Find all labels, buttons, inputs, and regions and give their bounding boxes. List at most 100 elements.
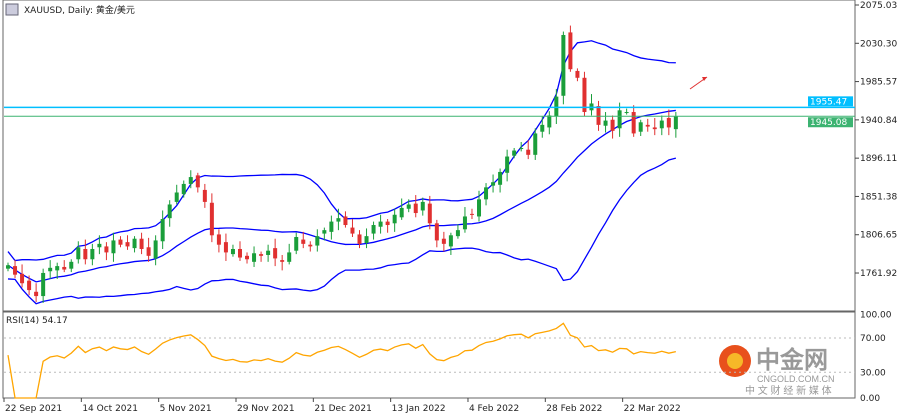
candle-body [448,235,453,247]
candle-body [469,213,474,215]
candle-body [582,77,587,113]
price-label-box [808,117,853,128]
y-tick-label: 2075.03 [860,1,897,11]
candle-body [498,171,503,185]
candle-body [315,236,320,246]
x-tick-label: 13 Jan 2022 [392,404,446,414]
candle-body [259,254,264,256]
candle-body [41,272,46,297]
candle-body [20,273,25,284]
candle-body [652,127,657,130]
candle-body [645,124,650,127]
x-tick-label: 29 Nov 2021 [237,404,295,414]
candle-body [350,227,355,234]
x-tick-label: 22 Mar 2022 [624,404,681,414]
candle-body [378,221,383,227]
y-tick-label: 1940.84 [860,116,897,126]
candle-body [111,240,116,254]
candle-body [69,261,74,269]
candle-body [427,203,432,224]
cngold-logo-inner [727,353,743,369]
candle-body [308,244,313,247]
candle-body [512,150,517,156]
candle-body [462,216,467,230]
candle-body [280,260,285,262]
candle-body [596,106,601,125]
bollinger-middle-band [7,109,676,283]
y-tick-label: 1985.57 [860,78,897,88]
candle-body [399,207,404,218]
rsi-line [7,322,676,399]
candle-body [195,175,200,188]
x-tick-label: 5 Nov 2021 [160,404,212,414]
candle-body [287,252,292,262]
candle-body [554,96,559,117]
candle-body [202,189,207,202]
candle-body [245,255,250,260]
rsi-tick-label: 100.00 [860,310,892,320]
candle-body [301,239,306,244]
chart-window-icon [5,3,19,16]
candle-body [223,242,228,253]
candle-body [132,238,137,249]
x-tick-label: 4 Feb 2022 [469,404,519,414]
candle-body [673,116,678,130]
y-tick-label: 1896.11 [860,154,897,164]
candle-body [266,250,271,255]
candle-body [167,204,172,219]
price-label-box [808,96,853,107]
candle-body [27,280,32,291]
candle-body [104,246,109,253]
candle-body [62,266,67,270]
candle-body [406,204,411,209]
candle-body [34,291,39,297]
candle-body [434,223,439,241]
x-tick-label: 28 Feb 2022 [546,404,602,414]
candle-body [343,216,348,226]
candle-body [97,243,102,248]
candle-body [364,236,369,243]
x-tick-label: 14 Oct 2021 [82,404,138,414]
y-tick-label: 2030.30 [860,39,897,49]
candle-body [76,247,81,260]
candle-body [533,133,538,155]
candle-body [617,110,622,129]
x-tick-label: 21 Dec 2021 [314,404,372,414]
price-label: 1955.47 [810,97,847,107]
y-tick-label: 1851.38 [860,192,897,202]
x-tick-label: 22 Sep 2021 [5,404,62,414]
candle-body [294,237,299,251]
candle-body [441,238,446,244]
cngold-watermark: 中金网 CNGOLD.COM.CN 中 文 财 经 新 媒 体 [719,345,835,397]
rsi-tick-label: 0.00 [860,394,880,404]
candle-body [230,248,235,255]
candle-body [146,247,151,256]
candle-body [624,112,629,114]
candle-body [160,219,165,242]
candle-body [420,201,425,211]
candle-body [519,147,524,149]
rsi-tick-label: 30.00 [860,368,886,378]
candle-body [392,214,397,224]
candle-body [90,248,95,260]
candle-body [329,221,334,232]
candle-body [371,225,376,234]
candle-body [666,118,671,128]
chart-title: XAUUSD, Daily: 黄金/美元 [24,4,135,16]
candle-body [385,221,390,226]
candle-body [252,253,257,262]
candle-body [638,122,643,132]
watermark-slogan: 中 文 财 经 新 媒 体 [745,384,832,397]
candle-body [188,177,193,184]
y-tick-label: 1761.92 [860,269,897,279]
main-plot-frame [2,0,856,312]
candle-body [455,230,460,237]
candle-body [631,112,636,134]
trend-arrow-head [702,77,707,81]
candle-body [561,34,566,96]
bollinger-lower-band [7,157,677,305]
candle-body [273,248,278,259]
candle-body [237,248,242,258]
rsi-plot-frame [2,311,856,399]
